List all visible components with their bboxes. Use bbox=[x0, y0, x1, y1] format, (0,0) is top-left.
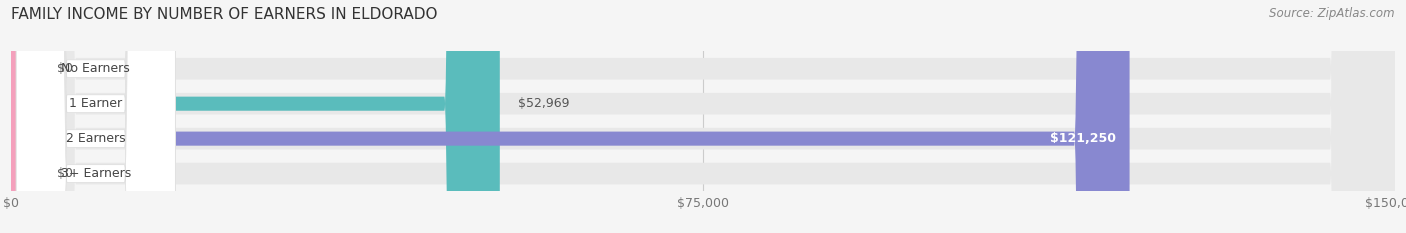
FancyBboxPatch shape bbox=[11, 0, 1395, 233]
FancyBboxPatch shape bbox=[11, 0, 1395, 233]
FancyBboxPatch shape bbox=[11, 0, 1395, 233]
FancyBboxPatch shape bbox=[11, 0, 1129, 233]
FancyBboxPatch shape bbox=[17, 0, 176, 233]
Text: Source: ZipAtlas.com: Source: ZipAtlas.com bbox=[1270, 7, 1395, 20]
Text: $0: $0 bbox=[58, 167, 73, 180]
FancyBboxPatch shape bbox=[0, 0, 66, 233]
FancyBboxPatch shape bbox=[17, 0, 176, 233]
Text: FAMILY INCOME BY NUMBER OF EARNERS IN ELDORADO: FAMILY INCOME BY NUMBER OF EARNERS IN EL… bbox=[11, 7, 437, 22]
FancyBboxPatch shape bbox=[17, 0, 176, 233]
Text: $0: $0 bbox=[58, 62, 73, 75]
Text: $52,969: $52,969 bbox=[519, 97, 569, 110]
Text: $121,250: $121,250 bbox=[1050, 132, 1116, 145]
Text: 1 Earner: 1 Earner bbox=[69, 97, 122, 110]
FancyBboxPatch shape bbox=[17, 0, 176, 233]
FancyBboxPatch shape bbox=[0, 0, 66, 233]
Text: 2 Earners: 2 Earners bbox=[66, 132, 125, 145]
FancyBboxPatch shape bbox=[11, 0, 499, 233]
Text: No Earners: No Earners bbox=[62, 62, 131, 75]
FancyBboxPatch shape bbox=[11, 0, 1395, 233]
Text: 3+ Earners: 3+ Earners bbox=[60, 167, 131, 180]
